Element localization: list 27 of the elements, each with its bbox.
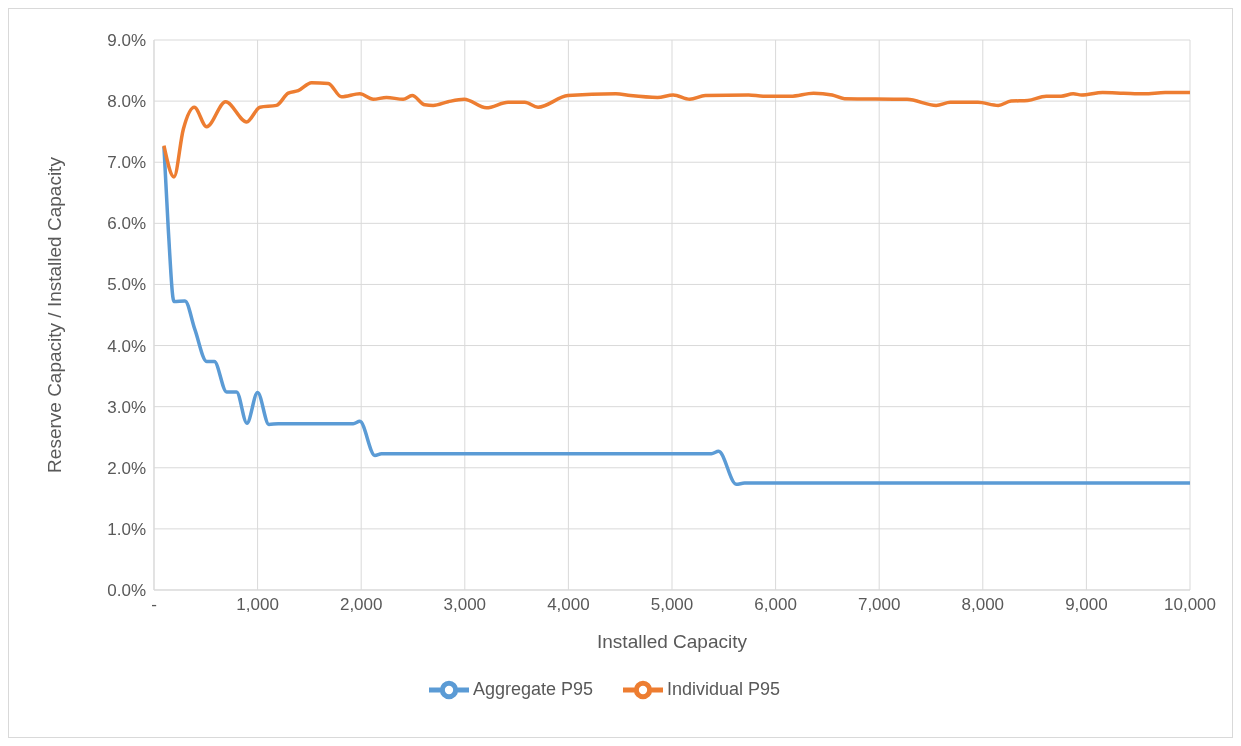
y-tick-label: 3.0% bbox=[107, 397, 146, 417]
x-tick-label: 8,000 bbox=[961, 595, 1005, 615]
y-tick-label: 9.0% bbox=[107, 31, 146, 51]
y-tick-label: 1.0% bbox=[107, 519, 146, 539]
legend-label: Individual P95 bbox=[667, 678, 781, 699]
x-tick-label: 1,000 bbox=[236, 595, 279, 615]
y-tick-label: 0.0% bbox=[107, 581, 146, 601]
legend-label: Aggregate P95 bbox=[472, 678, 593, 699]
y-tick-label: 4.0% bbox=[107, 336, 146, 356]
x-axis-title: Installed Capacity bbox=[597, 631, 748, 652]
y-tick-label: 2.0% bbox=[107, 458, 146, 478]
line-series bbox=[162, 145, 1190, 487]
x-tick-label: - bbox=[151, 595, 157, 615]
x-tick-label: 9,000 bbox=[1065, 595, 1108, 615]
y-tick-label: 5.0% bbox=[107, 275, 146, 295]
line-series bbox=[162, 81, 1190, 179]
x-tick-label: 5,000 bbox=[650, 595, 694, 615]
x-tick-label: 2,000 bbox=[339, 595, 383, 615]
y-tick-label: 8.0% bbox=[107, 92, 146, 112]
y-axis-title: Reserve Capacity / Installed Capacity bbox=[43, 156, 65, 473]
x-tick-label: 6,000 bbox=[754, 595, 797, 615]
x-tick-label: 4,000 bbox=[547, 595, 590, 615]
y-tick-label: 7.0% bbox=[107, 153, 146, 173]
x-tick-label: 7,000 bbox=[857, 595, 901, 615]
x-tick-label: 3,000 bbox=[443, 595, 487, 615]
y-tick-label: 6.0% bbox=[107, 214, 146, 234]
x-tick-label: 10,000 bbox=[1164, 595, 1216, 615]
